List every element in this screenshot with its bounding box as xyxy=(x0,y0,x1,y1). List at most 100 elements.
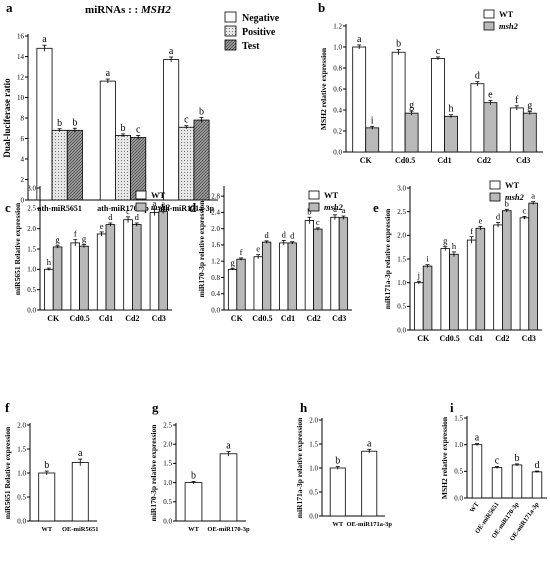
y-axis-label: miR171a-3p relative expression xyxy=(295,417,304,518)
legend-entry: Test xyxy=(242,41,260,52)
bar xyxy=(261,241,272,311)
significance-letter: a xyxy=(161,199,165,209)
category-label: Cd3 xyxy=(332,314,346,323)
bar xyxy=(38,472,56,522)
y-tick-label: 0.4 xyxy=(211,290,220,298)
significance-letter: f xyxy=(470,226,473,236)
category-label: ath-miR170-3p xyxy=(97,204,149,213)
bar xyxy=(466,239,477,331)
y-tick-label: 0.8 xyxy=(333,64,342,72)
legend: Negative Positive Test xyxy=(224,11,280,52)
legend-swatch xyxy=(224,39,237,51)
bar xyxy=(329,467,346,517)
legend: WT msh2 xyxy=(308,190,344,212)
significance-letter: b xyxy=(121,123,126,134)
significance-letter: g xyxy=(55,235,60,245)
y-tick-label: 6 xyxy=(21,135,25,143)
bar xyxy=(178,126,195,201)
legend-swatch xyxy=(135,202,147,212)
category-label: Cd1 xyxy=(469,334,483,343)
legend: WT msh2 xyxy=(489,180,525,202)
y-axis-label: miR170-3p relative expression xyxy=(197,200,206,298)
y-tick-label: 0.4 xyxy=(333,106,342,114)
panel-label: h xyxy=(300,400,308,415)
bar xyxy=(440,248,451,331)
significance-letter: e xyxy=(256,244,260,254)
category-label: CK xyxy=(47,314,60,323)
legend-entry: msh2 xyxy=(505,192,525,202)
bar xyxy=(304,220,315,311)
category-label: ath-miR171a-3p xyxy=(159,204,215,213)
panel-label: e xyxy=(373,200,379,215)
legend-entry: WT xyxy=(151,190,166,200)
bar xyxy=(253,256,263,311)
panel-label: b xyxy=(318,0,325,15)
bar xyxy=(123,219,133,311)
category-label: WT xyxy=(332,521,344,528)
panel-label: i xyxy=(450,400,454,415)
bar xyxy=(365,127,380,153)
legend-swatch xyxy=(135,190,147,200)
panel-g: g 0.0 0.5 1.0 1.5 2.0 2.5 miR170-3p relative ex… xyxy=(149,400,250,533)
y-tick-label: 0.0 xyxy=(397,326,406,334)
y-tick-label: 1.0 xyxy=(333,43,342,51)
bar xyxy=(66,129,83,201)
bar xyxy=(330,216,340,311)
significance-letter: a xyxy=(333,204,337,214)
bar xyxy=(391,51,406,153)
significance-letter: d xyxy=(535,460,540,471)
y-tick-label: 1.0 xyxy=(27,266,36,274)
category-label: OE-miR170-3p xyxy=(207,526,250,533)
bar xyxy=(491,467,503,499)
y-tick-label: 1.5 xyxy=(27,245,36,253)
significance-letter: a xyxy=(169,46,174,57)
category-label: Cd0.5 xyxy=(69,314,89,323)
category-label: Cd3 xyxy=(516,156,530,165)
legend-swatch xyxy=(224,11,237,23)
bar xyxy=(444,115,458,153)
y-tick-label: 0.0 xyxy=(333,148,342,156)
y-tick-label: 2.0 xyxy=(309,416,318,424)
y-axis-label: miR171a-3p relative expression xyxy=(383,208,392,309)
bar xyxy=(511,464,523,499)
y-axis-label: Dual-luciferase ratio xyxy=(2,78,12,158)
bar xyxy=(149,211,160,311)
bar xyxy=(519,217,530,331)
panel-label: g xyxy=(152,400,159,415)
y-tick-label: 1.5 xyxy=(17,445,26,453)
bar xyxy=(158,211,168,311)
panel-label: d xyxy=(189,200,197,215)
significance-letter: a xyxy=(475,433,480,444)
y-tick-label: 16 xyxy=(17,32,25,40)
y-tick-label: 3.0 xyxy=(397,184,406,192)
category-label: Cd2 xyxy=(477,156,491,165)
legend-entry: msh2 xyxy=(324,202,344,212)
significance-letter: d xyxy=(282,229,287,239)
legend-swatch xyxy=(308,202,320,212)
legend-swatch xyxy=(483,21,495,31)
y-tick-label: 1.5 xyxy=(454,414,463,422)
y-tick-label: 10 xyxy=(17,94,25,102)
legend: WT msh2 xyxy=(135,190,171,212)
significance-letter: i xyxy=(426,254,429,264)
bar xyxy=(227,268,238,311)
y-tick-label: 2.5 xyxy=(397,208,406,216)
legend-swatch xyxy=(483,9,495,19)
legend-swatch xyxy=(489,192,501,202)
bar xyxy=(313,228,323,311)
bar xyxy=(422,265,433,331)
bar xyxy=(475,227,486,331)
significance-letter: b xyxy=(191,470,196,481)
y-tick-label: 0.0 xyxy=(27,306,36,314)
significance-letter: d xyxy=(108,212,113,222)
bar xyxy=(531,471,543,499)
category-label: Cd2 xyxy=(306,314,320,323)
bar xyxy=(52,246,63,311)
significance-letter: g xyxy=(527,101,532,112)
significance-letter: b xyxy=(515,453,520,464)
y-tick-label: 2.0 xyxy=(17,421,26,429)
bar xyxy=(131,224,142,311)
significance-letter: a xyxy=(367,438,372,449)
legend-entry: WT xyxy=(324,190,339,200)
significance-letter: c xyxy=(184,115,189,126)
